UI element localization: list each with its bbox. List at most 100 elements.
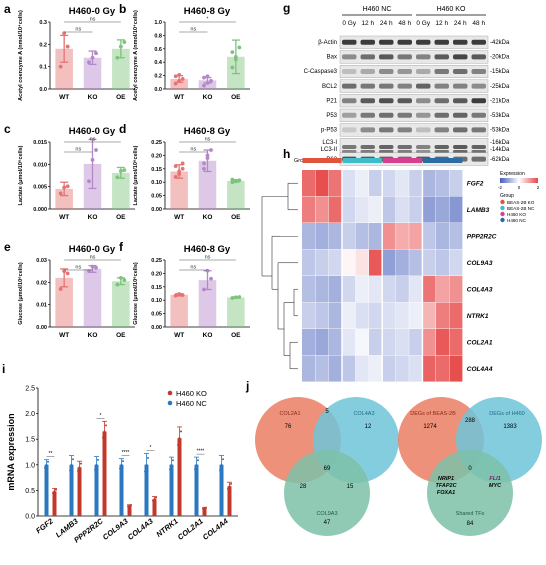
x-tick-label: COL2A1 [176, 516, 205, 541]
data-point [105, 424, 107, 427]
heatmap-cell [328, 249, 342, 276]
data-point [47, 460, 49, 463]
heatmap-cell [436, 170, 449, 197]
heatmap-cell [342, 302, 356, 329]
y-tick-label: 0.03 [36, 258, 47, 264]
group-color-bar [423, 158, 463, 163]
heatmap-cell [355, 223, 369, 250]
heatmap-cell [315, 329, 329, 356]
group-label: H460 NC [363, 6, 392, 13]
data-point [173, 293, 178, 298]
bar-wt [170, 294, 188, 327]
data-point [118, 275, 123, 280]
bar-nc [194, 464, 199, 516]
blot-band [416, 150, 431, 153]
gene-label: COL4A4 [467, 366, 493, 373]
y-tick-label: 0.10 [151, 180, 162, 186]
heatmap-cell [355, 170, 369, 197]
blot-band [471, 145, 486, 149]
blot-band [342, 54, 357, 60]
gene-label: COL4A3 [467, 286, 493, 293]
heatmap-cell [409, 355, 423, 382]
y-axis-label: Acetyl coenzyme A (nmol/10⁴cells) [18, 10, 24, 101]
blot-band [342, 83, 357, 89]
data-point [205, 156, 210, 160]
group-label: H460 KO [437, 6, 466, 13]
colorbar-tick: -2 [498, 185, 502, 190]
chart-title: H460-0 Gy [69, 244, 116, 255]
data-point [52, 492, 54, 495]
significance-label: ns [190, 27, 196, 33]
western-blot-panel: g H460 NC H460 KO 0 Gy 12 h 24 h 48 h 0 Gy 12 h 2… [283, 1, 510, 166]
blot-band [453, 112, 468, 118]
data-point [180, 166, 185, 171]
data-point [77, 470, 79, 473]
data-point [70, 463, 73, 466]
x-tick-label: WT [59, 94, 69, 101]
data-point [173, 81, 178, 86]
gene-label: LAMB3 [467, 207, 490, 214]
heatmap-cell [342, 329, 356, 356]
data-point [177, 73, 182, 77]
data-point [219, 469, 221, 472]
blot-band [342, 150, 357, 153]
blot-band [342, 112, 357, 118]
legend-label: H460 NC [507, 218, 527, 223]
y-tick-label: 0.20 [151, 271, 162, 277]
data-point [194, 468, 196, 471]
y-tick-label: 2.0 [25, 411, 35, 418]
data-point [177, 172, 182, 177]
x-tick-label: OE [116, 214, 126, 221]
data-point [127, 505, 129, 508]
data-point [202, 287, 206, 292]
blot-band [416, 69, 431, 74]
x-tick-label: COL4A3 [126, 516, 156, 542]
heatmap-cell [355, 276, 369, 303]
data-point [173, 174, 178, 179]
y-tick-label: 2.5 [25, 386, 35, 393]
timepoint-label: 24 h [454, 20, 467, 27]
data-point [87, 179, 91, 184]
heatmap-cell [436, 355, 449, 382]
venn-count: 28 [300, 484, 307, 490]
chart-panel-f: f H460-8 Gy Glucose (μmol/10⁶cells) 0.00 0.0… [119, 240, 250, 339]
heatmap-cell [449, 223, 463, 250]
bar-nc [44, 464, 49, 516]
bar-ko [83, 268, 102, 327]
heatmap-cell [328, 276, 342, 303]
data-point [209, 276, 213, 281]
data-point [87, 60, 91, 65]
blot-band [471, 98, 486, 104]
y-tick-label: 0.6 [154, 47, 162, 53]
heatmap-cell [369, 302, 382, 329]
bar-ko [227, 486, 232, 516]
y-tick-label: 0.3 [39, 20, 47, 26]
venn-gene: TFAP2C [435, 483, 457, 489]
y-tick-label: 1.0 [154, 20, 162, 26]
y-tick-label: 0.015 [33, 140, 47, 146]
protein-label: P21 [326, 98, 337, 104]
blot-band [434, 83, 449, 89]
heatmap-cell [382, 276, 396, 303]
data-point [118, 44, 123, 49]
heatmap-cell [422, 249, 436, 276]
blot-band [416, 145, 431, 149]
data-point [173, 74, 178, 79]
blot-band [453, 39, 468, 45]
kda-label: -53kDa [490, 113, 510, 119]
heatmap-cell [395, 302, 409, 329]
blot-band [342, 98, 357, 104]
data-point [65, 44, 70, 49]
heatmap-cell [409, 249, 423, 276]
kda-label: -20kDa [490, 55, 510, 61]
heatmap-cell [328, 170, 342, 197]
bar-ko [177, 438, 182, 516]
heatmap-cell [382, 249, 396, 276]
bar-ko [202, 508, 207, 516]
data-point [122, 168, 127, 173]
blot-band [416, 83, 431, 89]
bar-ko [152, 499, 157, 516]
significance-label: * [206, 17, 209, 23]
heatmap-cell [436, 276, 449, 303]
heatmap-cell [436, 329, 449, 356]
